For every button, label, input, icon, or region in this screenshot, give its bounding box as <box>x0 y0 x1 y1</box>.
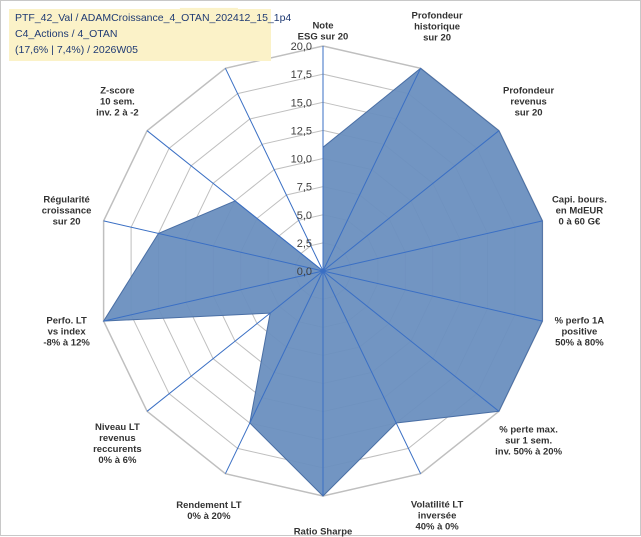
axis-label-line: Z-score <box>100 86 134 97</box>
axis-label-line: Capi. bours. <box>552 195 607 206</box>
axis-label-line: Volatilité LT <box>411 500 464 511</box>
axis-label-line: Ratio Sharpe <box>294 527 353 537</box>
axis-label-line: reccurents <box>93 444 142 455</box>
chart-title-box: PTF_42_Val / ADAMCroissance_4_OTAN_20241… <box>9 9 271 61</box>
axis-label-line: Niveau LT <box>95 422 140 433</box>
title-line-1: PTF_42_Val / ADAMCroissance_4_OTAN_20241… <box>15 12 291 24</box>
axis-label-line: Perfo. LT <box>46 315 87 326</box>
axis-label-line: croissance <box>42 206 92 217</box>
axis-label-group: Rendement LT0% à 20% <box>176 500 241 522</box>
axis-label-line: 10 sem. <box>100 97 135 108</box>
axis-label-group: Ratio Sharpe0 à 1 <box>294 527 353 537</box>
title-line-2: C4_Actions / 4_OTAN <box>15 28 118 40</box>
axis-label-line: inv. 2 à -2 <box>96 108 139 119</box>
radial-tick-label: 20,0 <box>291 41 312 53</box>
axis-label-line: inversée <box>418 511 457 522</box>
axis-label-line: Rendement LT <box>176 500 241 511</box>
radial-tick-labels: 0,0 2,5 5,0 7,5 10,0 12,5 15,0 17,5 20,0 <box>291 41 312 278</box>
axis-label-line: sur 20 <box>423 32 451 43</box>
axis-label-line: sur 20 <box>515 108 543 119</box>
axis-label-line: sur 1 sem. <box>505 435 552 446</box>
axis-label-line: sur 20 <box>53 217 81 228</box>
axis-label-line: vs index <box>48 326 87 337</box>
radial-tick-label: 0,0 <box>297 266 312 278</box>
radial-tick-label: 7,5 <box>297 182 312 194</box>
axis-label-line: 0 à 60 G€ <box>559 217 601 228</box>
axis-label-group: % perte max.sur 1 sem.inv. 50% à 20% <box>495 424 562 457</box>
axis-label-line: 40% à 0% <box>415 522 459 533</box>
axis-label-line: Profondeur <box>411 10 462 21</box>
axis-label-line: 0% à 6% <box>98 455 137 466</box>
axis-label-line: Profondeur <box>503 86 554 97</box>
axis-label-line: Note <box>312 21 333 32</box>
axis-label-line: % perfo 1A <box>555 315 605 326</box>
axis-label-line: 50% à 80% <box>555 337 604 348</box>
axis-label-line: Régularité <box>43 195 89 206</box>
radial-tick-label: 12,5 <box>291 125 312 137</box>
radial-tick-label: 10,0 <box>291 154 312 166</box>
radial-tick-label: 15,0 <box>291 97 312 109</box>
axis-label-line: 0% à 20% <box>187 511 231 522</box>
axis-label-line: inv. 50% à 20% <box>495 446 562 457</box>
radial-tick-label: 17,5 <box>291 69 312 81</box>
title-line-3: (17,6% | 7,4%) / 2026W05 <box>15 44 138 56</box>
axis-label-line: % perte max. <box>499 424 558 435</box>
axis-label-line: revenus <box>510 97 546 108</box>
axis-label-line: en MdEUR <box>556 206 604 217</box>
axis-label-line: revenus <box>99 433 135 444</box>
radial-tick-label: 5,0 <box>297 210 312 222</box>
axis-label-line: positive <box>561 326 597 337</box>
axis-label-line: ESG sur 20 <box>298 32 349 43</box>
axis-label-line: historique <box>414 21 460 32</box>
axis-label-line: -8% à 12% <box>43 337 90 348</box>
radial-tick-label: 2,5 <box>297 238 312 250</box>
